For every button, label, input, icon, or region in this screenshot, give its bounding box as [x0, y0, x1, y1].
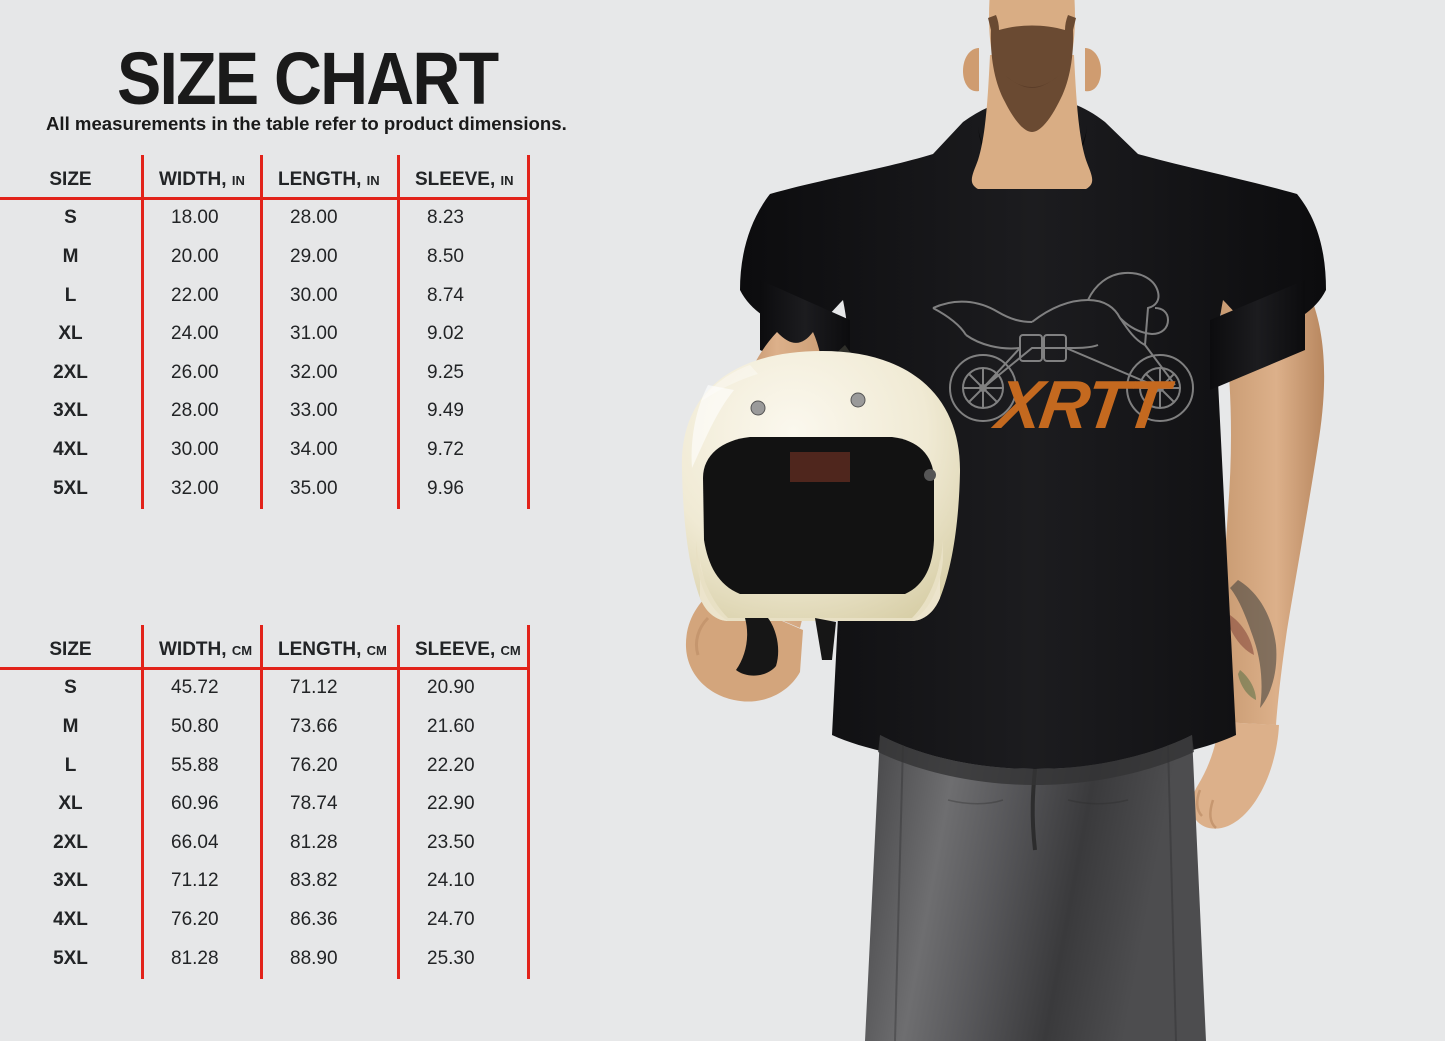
svg-text:XRTT: XRTT [988, 367, 1178, 443]
